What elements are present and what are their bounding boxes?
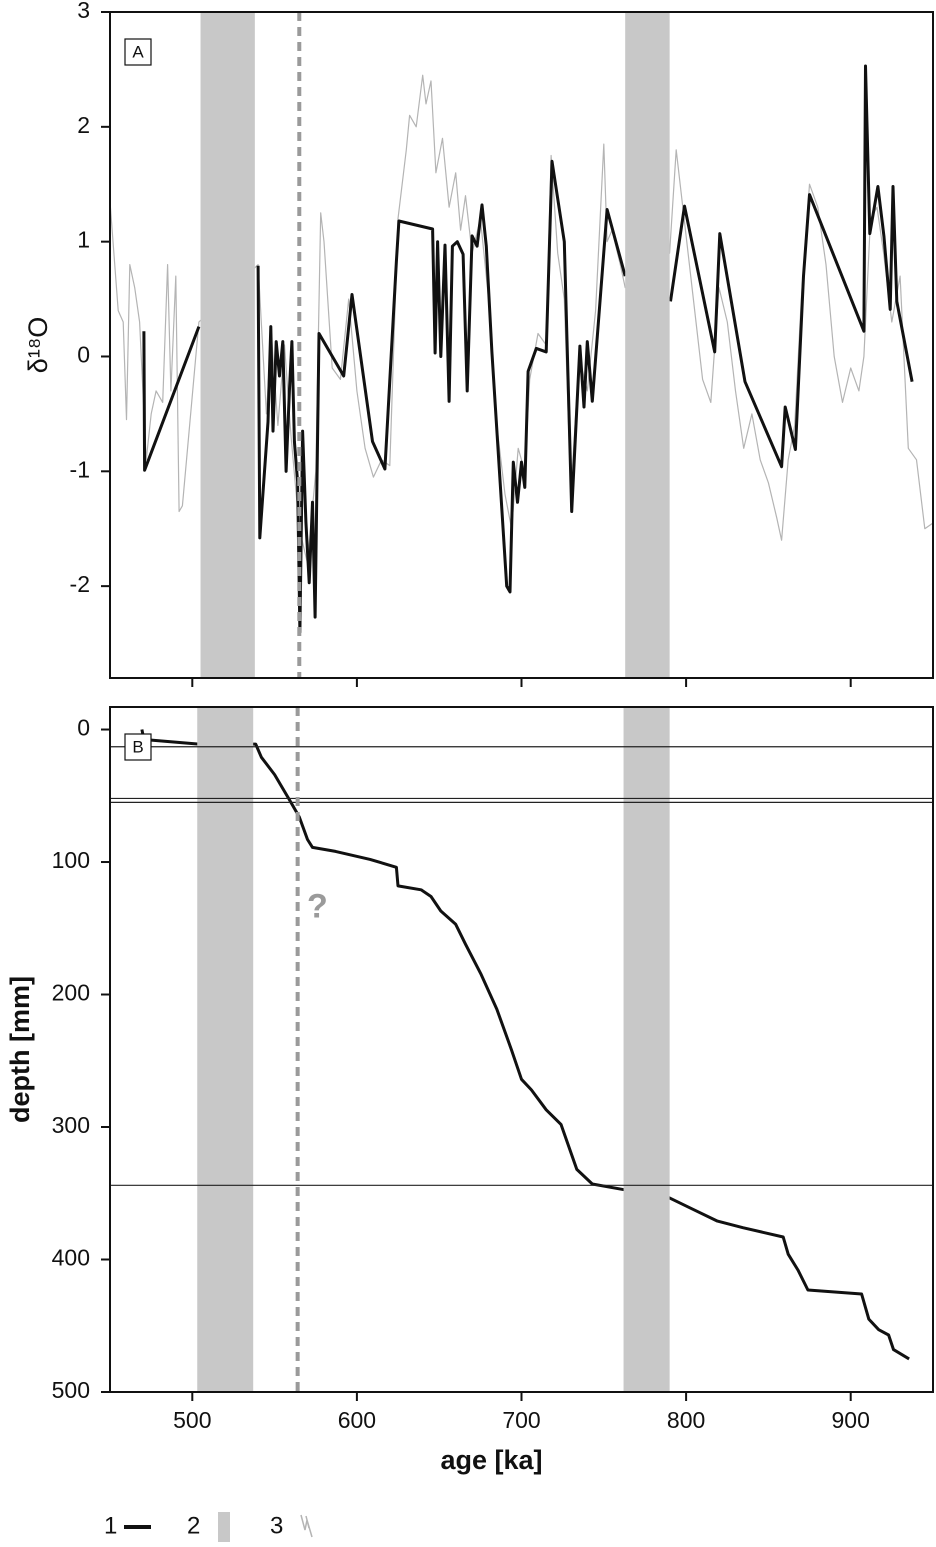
legend-label: 3 — [270, 1512, 283, 1539]
y-tick-label: 3 — [77, 0, 90, 23]
x-tick-label: 500 — [173, 1407, 211, 1433]
x-tick-label: 800 — [667, 1407, 705, 1433]
y-tick-label: 100 — [52, 847, 90, 873]
panel-label: A — [132, 42, 144, 61]
panel-label-box — [124, 38, 152, 66]
x-tick-label: 700 — [502, 1407, 540, 1433]
y-tick-label: 0 — [77, 342, 90, 368]
panel: A -2 -1 0 1 2 3 δ¹⁸O — [23, 0, 934, 687]
shaded-band — [200, 12, 255, 678]
legend-label: 1 — [104, 1512, 117, 1539]
y-tick-label: 400 — [52, 1245, 90, 1271]
y-tick-label: 500 — [52, 1377, 90, 1403]
y-tick-label: 300 — [52, 1112, 90, 1138]
data-line — [142, 64, 914, 634]
panel: ? B 0 100 200 300 400 500 500 600 700 800 900 depth [… — [5, 706, 934, 1475]
panel-label-box — [124, 733, 152, 761]
x-axis-label: age [ka] — [440, 1445, 542, 1475]
x-tick-label: 900 — [832, 1407, 870, 1433]
y-axis-label: δ¹⁸O — [23, 317, 53, 373]
x-tick-label: 600 — [338, 1407, 376, 1433]
data-line — [109, 74, 934, 564]
y-tick-label: 1 — [77, 227, 90, 253]
legend: 1 2 3 — [104, 1512, 313, 1542]
legend-band — [218, 1512, 230, 1542]
y-tick-label: -2 — [70, 571, 90, 597]
shaded-band — [625, 12, 670, 678]
annotation: ? — [307, 887, 328, 925]
shaded-band — [623, 707, 670, 1392]
legend-label: 2 — [187, 1512, 200, 1539]
legend-wiggle — [300, 1514, 313, 1538]
y-tick-label: 0 — [77, 715, 90, 741]
y-tick-label: 2 — [77, 112, 90, 138]
y-tick-label: 200 — [52, 980, 90, 1006]
data-line — [140, 729, 910, 1361]
panel-label: B — [132, 737, 143, 756]
shaded-band — [197, 707, 254, 1392]
y-axis-label: depth [mm] — [5, 976, 35, 1123]
y-tick-label: -1 — [70, 456, 90, 482]
